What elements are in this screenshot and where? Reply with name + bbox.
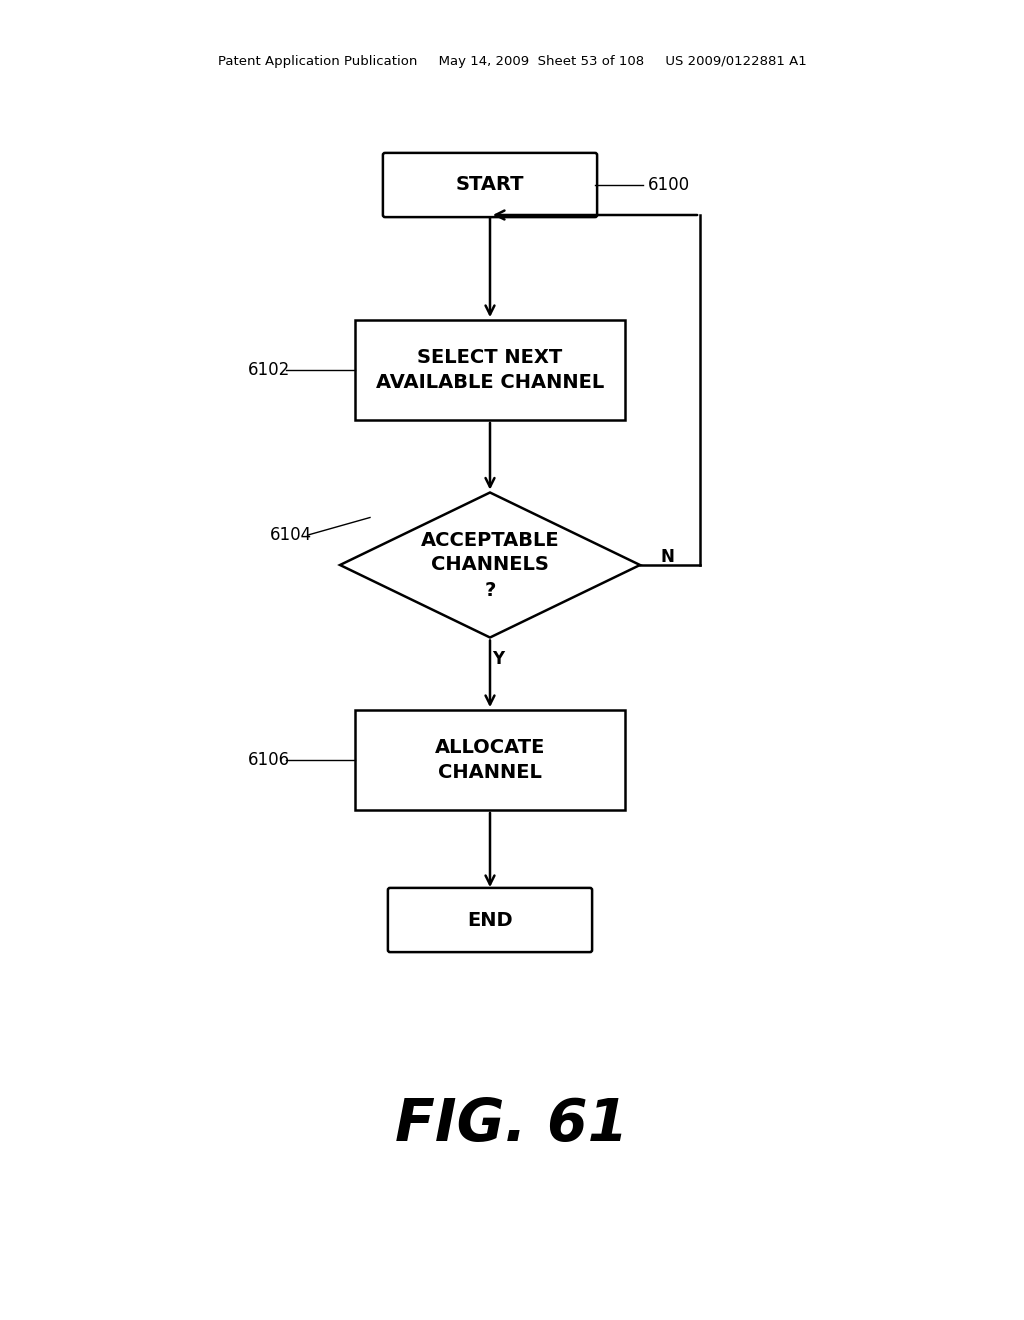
Text: 6104: 6104 bbox=[270, 525, 312, 544]
Text: 6106: 6106 bbox=[248, 751, 290, 770]
Text: ACCEPTABLE
CHANNELS
?: ACCEPTABLE CHANNELS ? bbox=[421, 531, 559, 599]
Text: Patent Application Publication     May 14, 2009  Sheet 53 of 108     US 2009/012: Patent Application Publication May 14, 2… bbox=[218, 55, 806, 69]
Text: 6100: 6100 bbox=[648, 176, 690, 194]
Text: Y: Y bbox=[492, 651, 504, 668]
Bar bbox=[355, 710, 625, 810]
Text: END: END bbox=[467, 911, 513, 929]
Text: N: N bbox=[660, 548, 674, 566]
Text: FIG. 61: FIG. 61 bbox=[395, 1097, 629, 1154]
Text: ALLOCATE
CHANNEL: ALLOCATE CHANNEL bbox=[435, 738, 545, 781]
Polygon shape bbox=[340, 492, 640, 638]
FancyBboxPatch shape bbox=[388, 888, 592, 952]
Text: START: START bbox=[456, 176, 524, 194]
Text: 6102: 6102 bbox=[248, 360, 290, 379]
Bar bbox=[355, 319, 625, 420]
FancyBboxPatch shape bbox=[383, 153, 597, 216]
Text: SELECT NEXT
AVAILABLE CHANNEL: SELECT NEXT AVAILABLE CHANNEL bbox=[376, 348, 604, 392]
